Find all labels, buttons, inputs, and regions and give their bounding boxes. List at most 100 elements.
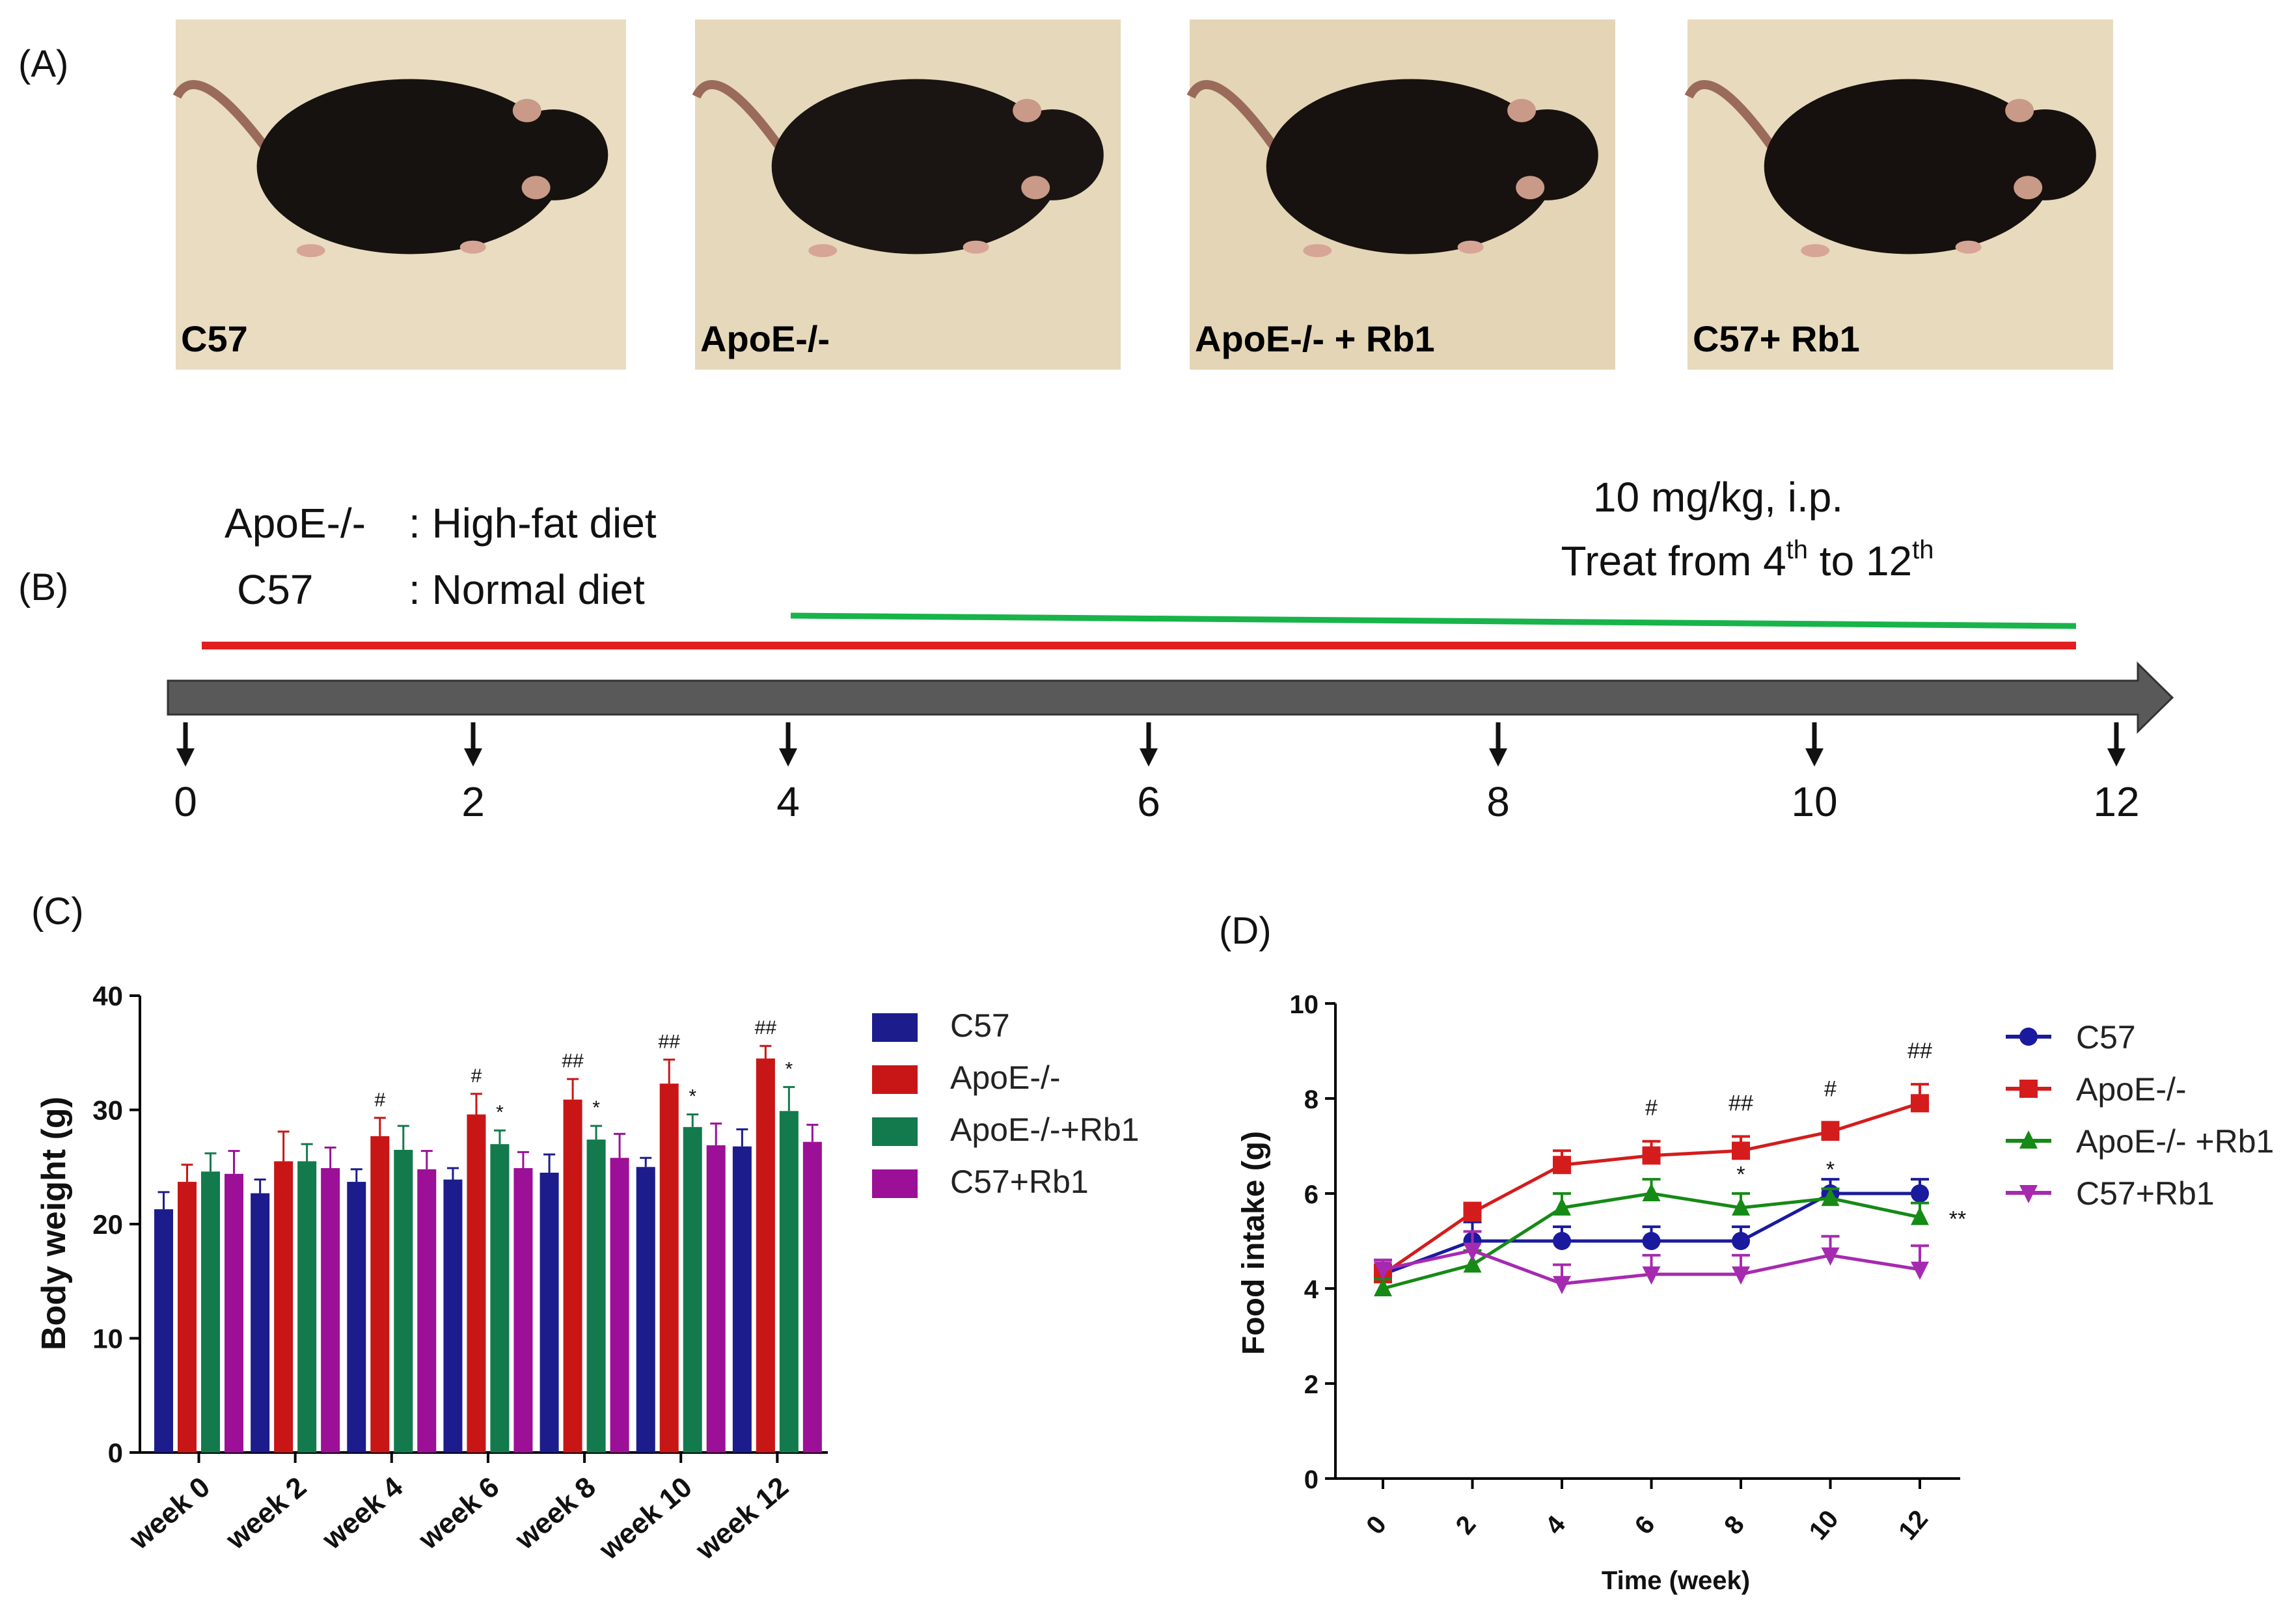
mouse-paw xyxy=(1955,240,1982,254)
data-point xyxy=(1463,1203,1482,1222)
mouse-head xyxy=(1496,109,1598,200)
y-tick-label: 6 xyxy=(1304,1180,1319,1209)
data-point xyxy=(1642,1232,1661,1250)
diet-legend: ApoE-/- : High-fat diet C57 : Normal die… xyxy=(225,500,657,613)
data-point xyxy=(1732,1232,1750,1250)
mouse-body xyxy=(256,79,564,254)
y-tick-label: 0 xyxy=(1304,1466,1319,1494)
photo-label: C57 xyxy=(181,318,248,359)
bar xyxy=(513,1168,533,1453)
y-tick-label: 4 xyxy=(1304,1275,1319,1304)
mouse-tail xyxy=(1186,80,1287,163)
x-tick-label: 2 xyxy=(1451,1510,1482,1540)
y-tick-label: 20 xyxy=(92,1209,123,1240)
mouse-ear xyxy=(2005,98,2034,122)
x-tick-label: week 8 xyxy=(509,1471,602,1556)
bar xyxy=(297,1161,317,1453)
mouse-ear xyxy=(1013,98,1042,122)
x-tick-label: 8 xyxy=(1719,1510,1750,1540)
mouse-paw xyxy=(963,240,989,254)
bar xyxy=(802,1141,822,1453)
bar xyxy=(321,1168,340,1453)
data-point xyxy=(2019,1130,2038,1149)
significance-mark: ** xyxy=(1949,1207,1966,1232)
mouse-photo: C57 xyxy=(172,20,626,370)
x-tick-label: week 2 xyxy=(219,1471,312,1556)
legend-label: C57 xyxy=(2076,1019,2136,1056)
timeline-tick-arrowhead xyxy=(1805,748,1824,767)
mouse-ear xyxy=(1507,98,1537,122)
data-point xyxy=(1553,1156,1571,1175)
mouse-head xyxy=(1001,109,1104,200)
bar xyxy=(443,1179,463,1453)
bar xyxy=(610,1158,629,1453)
bar xyxy=(636,1167,655,1453)
y-tick-label: 30 xyxy=(92,1095,123,1126)
legend-label: ApoE-/-+Rb1 xyxy=(950,1112,1139,1148)
body-weight-chart: Body weight (g) 0 10 20 30 40 week 0 week 2 # we… xyxy=(35,981,1139,1566)
mouse-ear xyxy=(1516,176,1545,200)
data-point xyxy=(1911,1261,1929,1280)
timeline-arrow xyxy=(167,661,2174,734)
series-group: * *** xyxy=(1374,1158,1966,1296)
bar xyxy=(154,1209,173,1453)
data-point xyxy=(1463,1242,1482,1261)
mouse-paw xyxy=(1303,244,1332,258)
significance-mark: * xyxy=(786,1058,793,1080)
data-point xyxy=(2019,1185,2038,1203)
timeline-tick-label: 0 xyxy=(174,778,197,825)
y-tick-label: 10 xyxy=(1290,990,1319,1019)
dose-label: 10 mg/kg, i.p. xyxy=(1593,474,1843,521)
mouse-body xyxy=(771,79,1061,254)
data-point xyxy=(1911,1094,1929,1113)
timeline-tick-label: 2 xyxy=(461,778,485,825)
photo-label: C57+ Rb1 xyxy=(1693,318,1860,359)
food-intake-chart: Food intake (g) Time (week) 0 2 4 6 8 10 0 2 4 6 8… xyxy=(1237,990,2274,1595)
timeline-tick-label: 12 xyxy=(2093,778,2139,825)
y-tick-label: 2 xyxy=(1304,1371,1319,1399)
timeline-tick-label: 8 xyxy=(1486,778,1510,825)
mouse-tail xyxy=(692,80,793,163)
data-point xyxy=(1911,1184,1929,1203)
timeline-tick-arrowhead xyxy=(2107,748,2125,767)
data-point xyxy=(1821,1247,1840,1266)
significance-mark: # xyxy=(374,1089,385,1111)
mouse-paw xyxy=(459,240,486,254)
mouse-head xyxy=(1993,109,2096,200)
bar xyxy=(490,1144,510,1453)
legend-swatch xyxy=(872,1013,918,1042)
chart-d-legend: C57 ApoE-/- ApoE-/- +Rb1 C57+Rb1 xyxy=(2006,1019,2274,1212)
timeline-tick-arrowhead xyxy=(779,748,797,767)
data-point xyxy=(1821,1188,1840,1207)
data-point xyxy=(1732,1197,1750,1216)
x-tick-label: 0 xyxy=(1361,1510,1392,1540)
bar xyxy=(201,1171,220,1453)
bar xyxy=(659,1084,679,1453)
data-point xyxy=(1642,1183,1661,1201)
series-group xyxy=(1374,1230,1929,1294)
mouse-paw xyxy=(808,244,838,258)
bar xyxy=(586,1139,606,1453)
significance-mark: ## xyxy=(562,1050,584,1072)
bar xyxy=(274,1161,294,1453)
y-tick-label: 10 xyxy=(92,1324,123,1354)
significance-mark: * xyxy=(1826,1158,1835,1182)
timeline-tick-arrowhead xyxy=(1489,748,1507,767)
legend-label: ApoE-/- xyxy=(2076,1071,2187,1108)
x-tick-label: week 6 xyxy=(413,1471,506,1556)
photo-label: ApoE-/- xyxy=(700,318,830,359)
timeline-ticks: 0 2 4 6 8 10 12 xyxy=(174,722,2140,825)
legend-swatch xyxy=(872,1117,918,1146)
x-tick-label: week 0 xyxy=(123,1471,216,1556)
bar xyxy=(225,1173,243,1453)
legend-label: C57 xyxy=(950,1007,1010,1044)
data-point xyxy=(1911,1207,1929,1225)
y-tick-label: 8 xyxy=(1304,1085,1319,1114)
x-tick-label: 10 xyxy=(1803,1505,1844,1545)
mouse-paw xyxy=(1457,240,1484,254)
x-tick-label: week 4 xyxy=(316,1471,409,1556)
diet-group-c57: C57 xyxy=(237,566,313,613)
panel-label-c: (C) xyxy=(31,890,84,933)
